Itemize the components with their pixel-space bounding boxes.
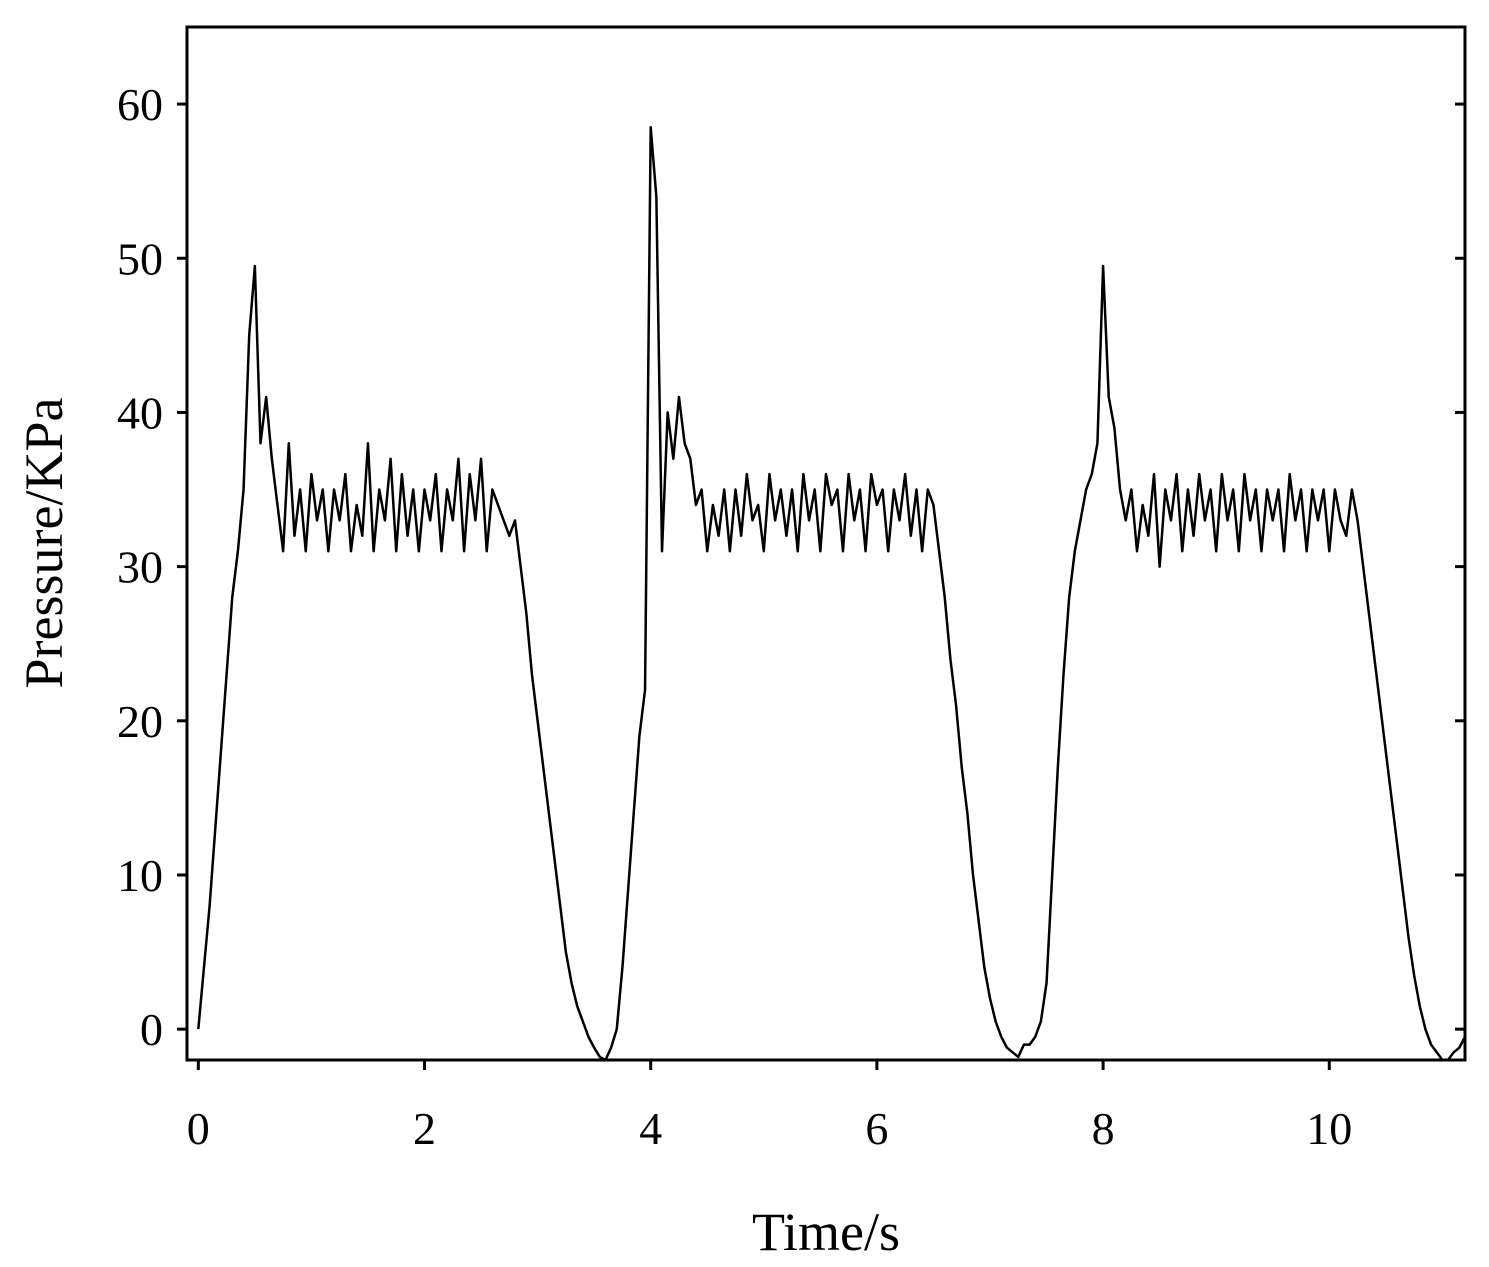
- y-tick-label: 30: [117, 542, 163, 593]
- pressure-line: [197, 125, 1467, 1062]
- y-tick-label: 10: [117, 850, 163, 901]
- y-tick-label: 20: [117, 696, 163, 747]
- y-tick-label: 60: [117, 79, 163, 130]
- y-axis-title: Pressure/KPa: [14, 397, 74, 688]
- x-axis-title: Time/s: [752, 1202, 900, 1262]
- x-tick-label: 6: [865, 1103, 888, 1154]
- y-tick-label: 0: [140, 1004, 163, 1055]
- y-tick-label: 50: [117, 233, 163, 284]
- x-tick-label: 0: [187, 1103, 210, 1154]
- x-tick-label: 10: [1306, 1103, 1352, 1154]
- x-tick-label: 8: [1092, 1103, 1115, 1154]
- x-tick-label: 4: [639, 1103, 662, 1154]
- x-tick-label: 2: [413, 1103, 436, 1154]
- plot-frame: [185, 25, 1467, 1062]
- y-tick-label: 40: [117, 387, 163, 438]
